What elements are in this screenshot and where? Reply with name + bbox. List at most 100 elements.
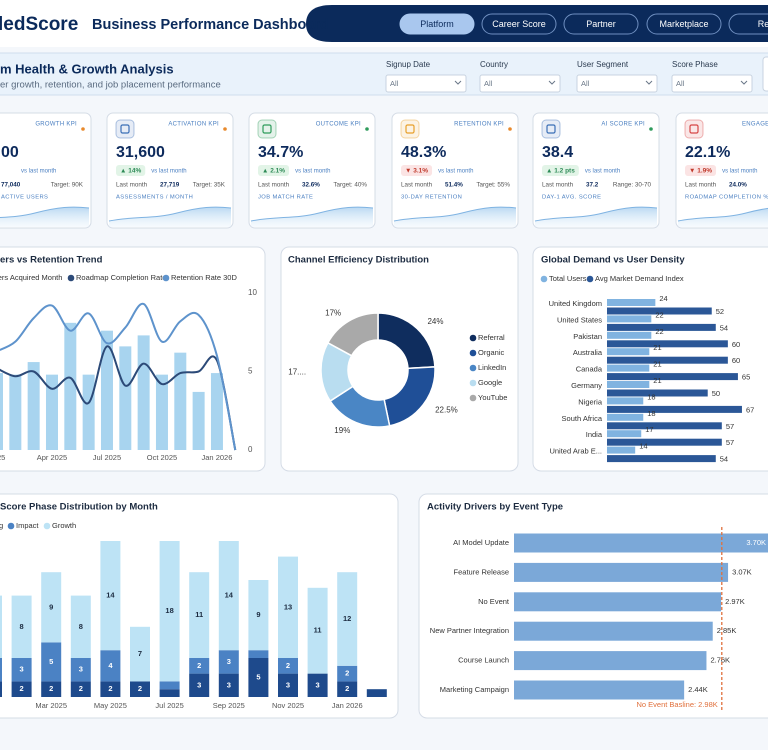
bar-segment [337,572,358,666]
bar-segment [70,681,91,697]
filter-dropdown[interactable] [385,74,467,93]
kpi-last-value: 37.2 [586,182,599,189]
bar [514,592,722,612]
bar-segment [130,681,150,697]
data-label: 2.76K [710,656,730,665]
baseline-label: No Event Basline: 2.98K [636,700,717,709]
kpi-delta: ▲ 2.1% [262,168,285,175]
panel [280,246,519,472]
bar-segment [307,587,328,674]
bar [607,455,716,463]
chart-title: Score Phase Distribution by Month [0,502,158,513]
kpi-delta-note: vs last month [438,168,473,174]
logo: ledScore [0,14,78,35]
nav-button[interactable] [399,13,475,35]
bar [607,422,722,430]
data-label: 2.44K [688,685,708,694]
nav-button[interactable] [728,13,768,35]
legend-marker [43,522,51,530]
kpi-footer: 30-DAY RETENTION [401,195,462,201]
category-label: Feature Release [454,567,509,576]
category-label: No Event [478,597,510,606]
sparkline [678,208,768,227]
filter-box [762,56,768,92]
bar-segment [100,681,121,697]
bar-segment [0,681,2,697]
bar [210,373,223,450]
legend-label: Google [478,378,502,387]
filter-dropdown[interactable] [479,74,561,93]
kpi-footer: ASSESSMENTS / MONTH [116,195,193,201]
nav-label: Platform [420,19,454,29]
data-label: 17.... [288,368,306,377]
kpi-status-dot [365,127,369,131]
kpi-tag: ENGAGEM [742,122,768,128]
chart-title: Activity Drivers by Event Type [427,502,563,513]
x-tick-label: Oct 2025 [147,453,177,462]
bar-segment [100,650,121,682]
chart-title: Global Demand vs User Density [541,255,685,266]
category-label: AI Model Update [453,538,509,547]
data-label: 22 [655,310,663,319]
kpi-value: 22.1% [685,144,730,161]
segment-label: 2 [345,684,349,693]
chevron [548,80,556,85]
segment-label: 18 [165,606,173,615]
bar-segment [189,658,210,674]
nav-label: Rep [758,19,768,29]
segment-label: 2 [138,684,142,693]
bar [607,331,652,339]
segment-label: 11 [195,610,203,619]
chevron [454,80,462,85]
nav-button[interactable] [481,13,557,35]
sparkline [251,207,373,227]
data-label: 22 [655,327,663,336]
data-label: 21 [653,376,661,385]
kpi-last-label: Last month [401,182,433,189]
legend-label: sers Acquired Month [0,273,62,282]
legend-label: Organic [478,348,505,357]
bar-segment [41,572,62,643]
segment-label: 3 [227,680,231,689]
bar-segment [248,650,269,658]
bar-segment [278,658,298,674]
line [0,302,237,451]
nav-button[interactable] [646,13,722,35]
bar-segment [218,673,239,697]
y-tick-label: 5 [248,367,253,376]
kpi-last-label: Last month [258,182,290,189]
kpi-value: 00 [1,144,19,161]
x-tick-label: Jan 2026 [202,453,233,462]
data-label: 67 [746,405,754,414]
category-label: Marketing Campaign [440,685,509,694]
segment-label: 14 [225,591,234,600]
data-label: 19% [334,426,350,435]
segment-label: 11 [314,626,322,635]
segment-label: 2 [197,661,201,670]
filter-label: User Segment [577,60,629,69]
bar [514,621,713,641]
category-label: Australia [573,348,603,357]
y-tick-label: 10 [248,288,257,297]
kpi-target: Target: 55% [476,182,510,189]
section-subtitle: er growth, retention, and job placement … [0,80,221,91]
kpi-icon-glyph [546,124,556,134]
kpi-delta-note: vs last month [295,168,330,174]
segment-label: 8 [20,622,24,631]
filter-dropdown[interactable] [671,74,753,93]
legend-marker [67,274,75,282]
filter-dropdown[interactable] [576,74,658,93]
bar-segment [11,681,32,697]
kpi-tag: GROWTH KPI [35,122,77,128]
kpi-delta-note: vs last month [722,168,757,174]
bar-segment [366,689,387,697]
nav-label: Marketplace [659,19,708,29]
kpi-delta-pill [685,165,717,176]
kpi-icon [400,119,420,139]
kpi-footer: DAY-1 AVG. SCORE [542,195,601,201]
legend-label: Avg Market Demand Index [595,274,684,283]
data-label: 54 [720,455,728,464]
kpi-target: Target: 35K [193,182,226,189]
nav-button[interactable] [563,13,639,35]
